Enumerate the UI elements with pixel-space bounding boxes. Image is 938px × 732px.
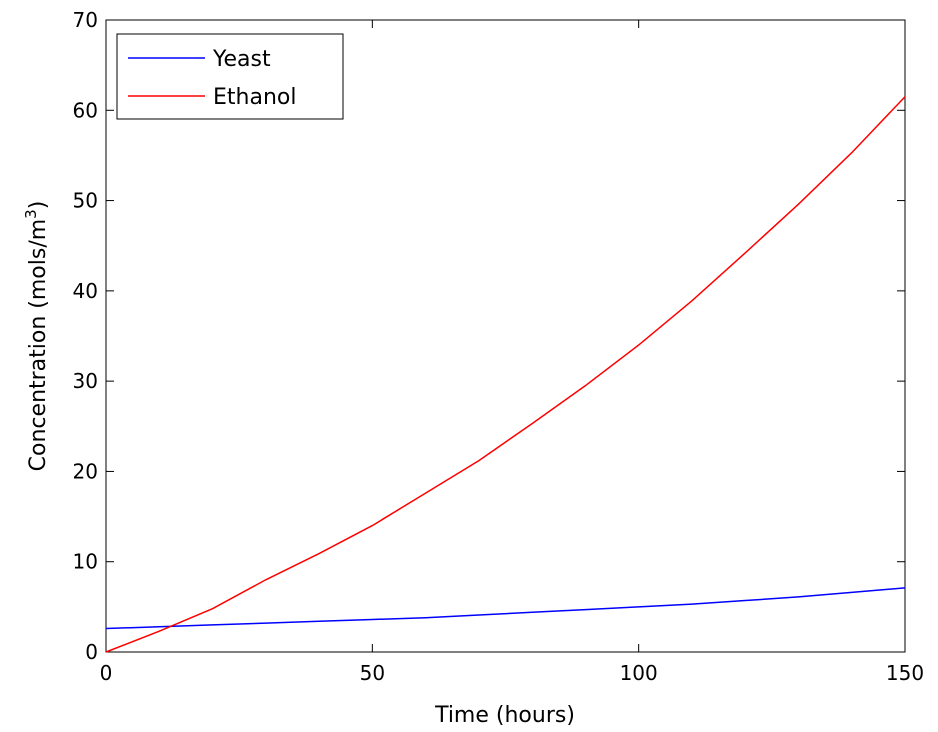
y-axis-label-suffix: ): [26, 201, 51, 210]
y-tick-label-4: 40: [73, 279, 98, 303]
y-tick-label-7: 70: [73, 8, 98, 32]
legend-label-ethanol: Ethanol: [213, 85, 296, 110]
x-tick-label-3: 150: [886, 661, 924, 685]
axis-ticks: 0 50 100 150 0 10 20 30 40 50 60 70: [73, 8, 925, 685]
y-tick-label-2: 20: [73, 459, 98, 483]
x-axis-label: Time (hours): [434, 703, 575, 728]
y-tick-label-5: 50: [73, 189, 98, 213]
y-tick-label-1: 10: [73, 550, 98, 574]
plot-area: [105, 19, 906, 653]
legend-box: [116, 33, 344, 120]
legend-label-yeast: Yeast: [212, 47, 271, 72]
series-line-yeast: [105, 587, 906, 630]
x-tick-label-1: 50: [360, 661, 385, 685]
legend: Yeast Ethanol: [116, 33, 344, 120]
series-line-ethanol: [105, 96, 906, 653]
x-tick-label-0: 0: [100, 661, 113, 685]
x-tick-label-2: 100: [620, 661, 658, 685]
y-axis-label: Concentration (mols/m3): [22, 201, 51, 472]
y-axis-label-superscript: 3: [22, 209, 40, 219]
y-tick-label-6: 60: [73, 98, 98, 122]
y-tick-label-0: 0: [85, 640, 98, 664]
y-tick-label-3: 30: [73, 369, 98, 393]
series-layer: [105, 96, 906, 653]
y-axis-label-main: Concentration (mols/m: [26, 219, 51, 472]
